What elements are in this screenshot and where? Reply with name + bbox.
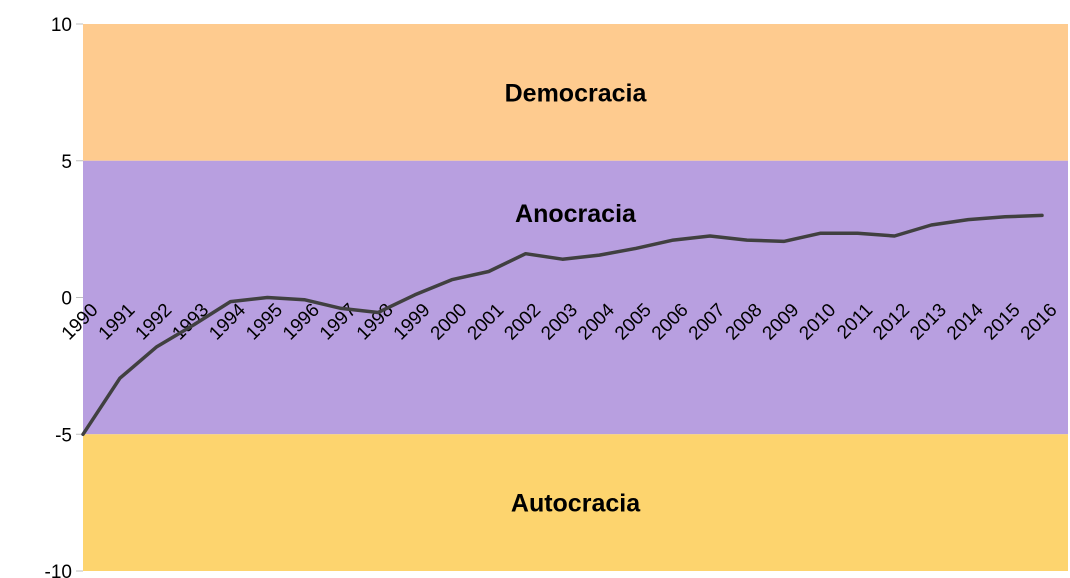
series-line bbox=[81, 213, 1044, 437]
y-tick-label: -10 bbox=[45, 562, 72, 578]
y-tick-label: 0 bbox=[61, 289, 72, 310]
band-label: Autocracia bbox=[511, 490, 641, 518]
band bbox=[83, 160, 1068, 435]
y-tick-label: 10 bbox=[51, 15, 72, 36]
y-tick-label: -5 bbox=[55, 425, 72, 446]
band bbox=[83, 24, 1068, 161]
band bbox=[83, 434, 1068, 571]
band-label: Anocracia bbox=[515, 200, 637, 228]
y-tick-label: 5 bbox=[61, 152, 72, 173]
band-label: Democracia bbox=[505, 79, 648, 107]
